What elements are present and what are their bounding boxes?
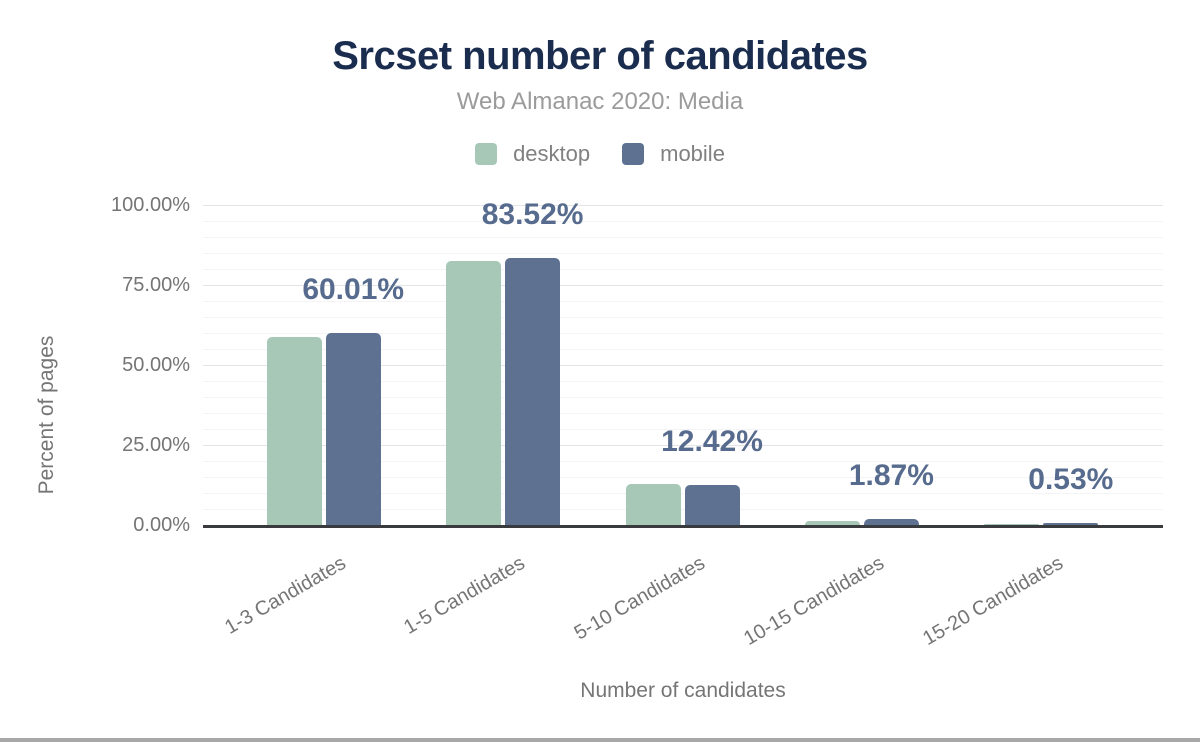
y-tick-label: 100.00% [111,194,190,216]
y-tick-label: 50.00% [122,354,190,376]
bar-desktop[interactable] [625,483,681,525]
x-tick-label: 1-5 Candidates [400,552,530,639]
plot-area: 0.00% 25.00% 50.00% 75.00% 100.00% 60.01% 1-3 … [111,194,1163,650]
gridline-minor [203,301,1163,302]
x-tick-label: 15-20 Candidates [919,552,1068,650]
gridline-major [203,285,1163,286]
gridline-minor [203,269,1163,270]
x-tick-label: 1-3 Candidates [221,552,350,639]
gridline-minor [203,429,1163,430]
data-label: 12.42% [661,425,763,459]
y-tick-label: 75.00% [122,274,190,296]
gridline-minor [203,237,1163,238]
desktop-swatch-icon [475,143,498,165]
data-label: 83.52% [481,197,584,231]
gridline-minor [203,253,1163,254]
chart-title: Srcset number of candidates [332,34,868,78]
data-label: 0.53% [1028,463,1114,497]
bar-mobile[interactable] [684,485,740,525]
legend-item-desktop: desktop [475,141,590,167]
gridline-major [203,445,1163,446]
legend-label-desktop: desktop [513,141,591,166]
x-tick-label: 5-10 Candidates [570,552,709,645]
gridline-minor [203,461,1163,462]
bar-desktop[interactable] [446,261,502,525]
bar-group [625,483,740,525]
bar-desktop[interactable] [984,523,1040,525]
x-axis-baseline [203,525,1163,528]
bar-desktop[interactable] [266,336,322,525]
gridline-major [203,365,1163,366]
gridline-minor [203,493,1163,494]
x-tick-label: 10-15 Candidates [740,552,888,650]
gridline-minor [203,317,1163,318]
bar-group [984,523,1099,525]
gridline-minor [203,333,1163,334]
legend-label-mobile: mobile [660,141,725,166]
gridline-minor [203,381,1163,382]
gridline-minor [203,509,1163,510]
data-label: 1.87% [848,459,934,493]
legend-item-mobile: mobile [622,141,725,167]
bar-group [446,257,561,525]
mobile-swatch-icon [622,143,645,165]
bar-mobile[interactable] [325,332,381,525]
gridline-minor [203,397,1163,398]
y-tick-label: 0.00% [133,514,190,536]
y-tick-label: 25.00% [122,434,190,456]
bar-mobile[interactable] [1043,523,1099,525]
horizontal-scrollbar[interactable] [0,738,1200,742]
gridline-minor [203,221,1163,222]
legend: desktop mobile [0,141,1200,167]
data-label: 60.01% [302,272,405,306]
gridline-major [203,205,1163,206]
bar-desktop[interactable] [804,520,860,525]
bar-mobile[interactable] [505,257,561,525]
x-axis-title: Number of candidates [580,679,786,702]
y-axis-title: Percent of pages [35,335,58,495]
gridline-minor [203,349,1163,350]
bar-mobile[interactable] [863,519,919,525]
bar-group [804,519,919,525]
gridline-minor [203,413,1163,414]
bar-group [266,332,381,525]
chart-subtitle: Web Almanac 2020: Media [456,88,744,115]
gridline-minor [203,477,1163,478]
